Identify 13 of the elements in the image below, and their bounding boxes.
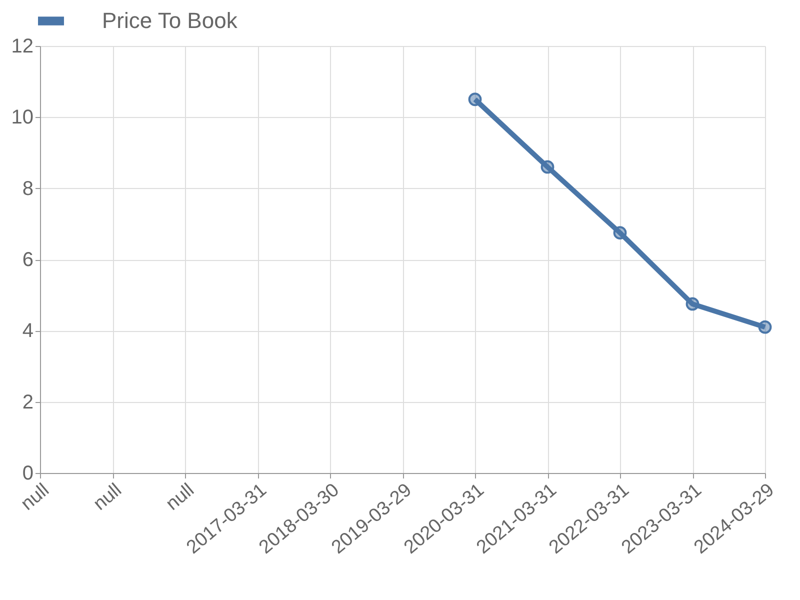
y-tick-label: 4 [22, 320, 34, 342]
legend-label: Price To Book [102, 8, 238, 33]
y-tick-label: 8 [22, 178, 34, 200]
point [758, 320, 772, 334]
y-tick-label: 6 [22, 249, 34, 271]
point [468, 92, 482, 106]
y-tick-label: 10 [11, 106, 34, 129]
y-tick-label: 12 [11, 36, 34, 58]
point [686, 297, 700, 311]
x-tick-label: null [90, 480, 126, 515]
point [540, 160, 554, 174]
y-tick-label: 2 [22, 391, 34, 414]
point [613, 226, 627, 240]
